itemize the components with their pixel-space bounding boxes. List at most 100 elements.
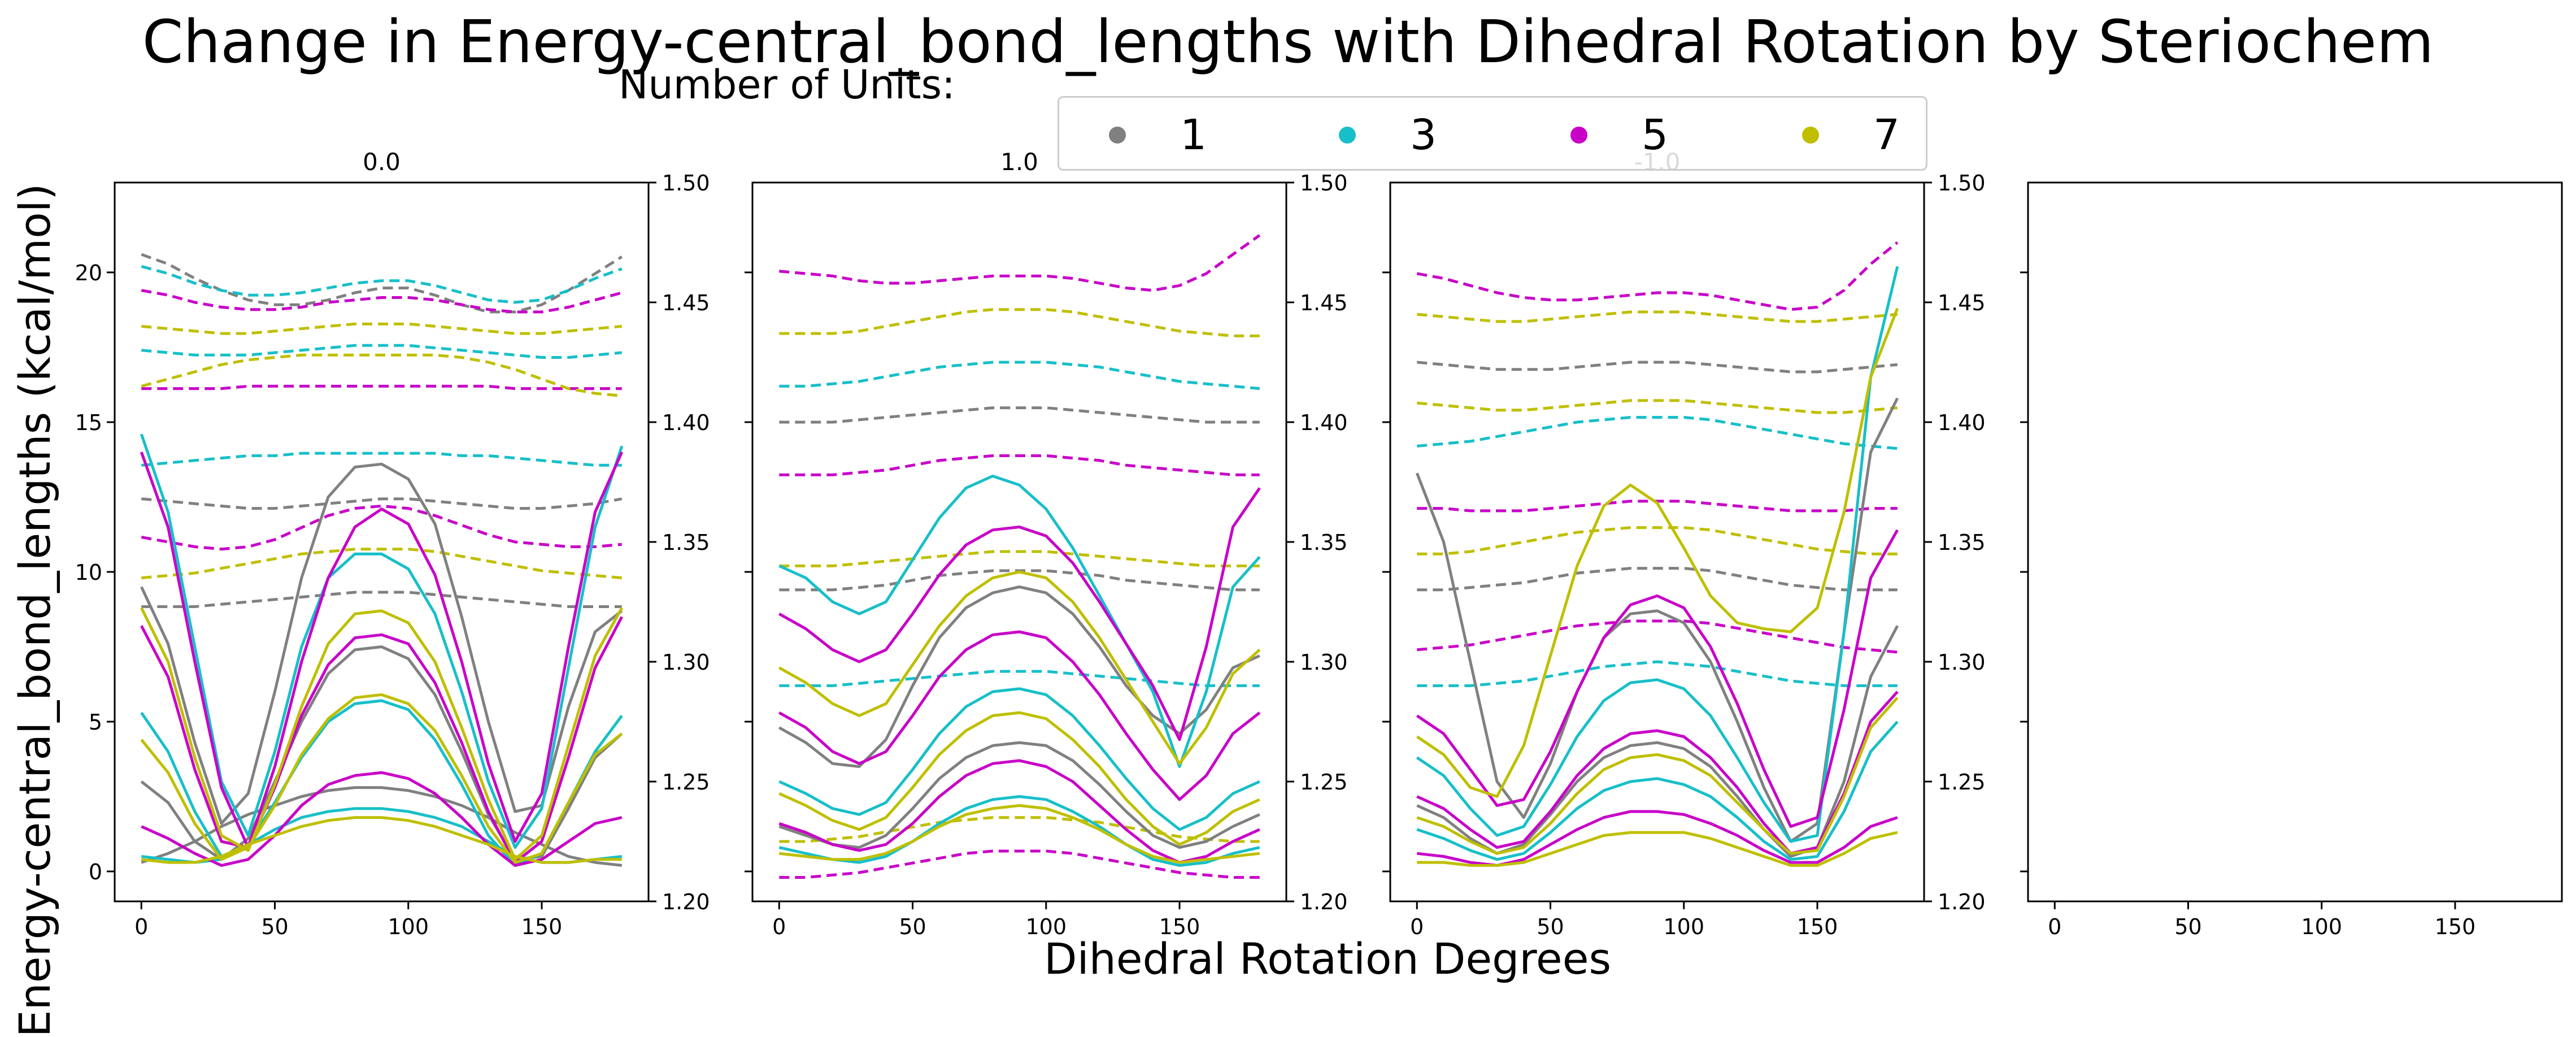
x-tick-label: 150 — [1159, 914, 1200, 939]
legend-marker-7 — [1802, 127, 1819, 144]
x-tick-label: 150 — [521, 914, 563, 939]
y-right-tick-label: 1.45 — [1938, 290, 1986, 315]
energy-line — [778, 487, 1261, 741]
legend-entry-5: 5 — [1570, 98, 1668, 172]
figure: Change in Energy-central_bond_lengths wi… — [10, 7, 2563, 1037]
bond-length-line — [1417, 310, 1898, 323]
panel-title: 0.0 — [363, 148, 401, 176]
energy-line — [140, 433, 624, 849]
legend: 1 3 5 7 — [1058, 96, 1927, 171]
x-tick-label: 100 — [1025, 914, 1067, 939]
x-tick-label: 150 — [2435, 914, 2476, 939]
x-tick-label: 100 — [388, 914, 429, 939]
energy-line — [778, 585, 1260, 768]
y-right-tick-label: 1.45 — [662, 290, 710, 315]
y-right-tick-label: 1.20 — [1938, 890, 1986, 914]
bond-length-line — [141, 253, 623, 314]
bond-length-line — [141, 384, 622, 390]
legend-marker-3 — [1339, 127, 1356, 144]
legend-marker-1 — [1109, 127, 1126, 144]
bond-length-line — [1417, 399, 1898, 414]
energy-line — [778, 570, 1261, 765]
bond-length-line — [141, 548, 623, 580]
energy-line — [778, 630, 1261, 801]
x-tick-label: 0 — [134, 914, 148, 939]
x-tick-label: 50 — [1537, 914, 1564, 939]
y-right-tick-label: 1.25 — [1300, 770, 1348, 795]
panel-frame — [2027, 181, 2563, 903]
y-right-tick-label: 1.35 — [1300, 530, 1348, 555]
y-right-tick-label: 1.40 — [662, 410, 710, 435]
legend-label-5: 5 — [1642, 111, 1669, 159]
y-left-tick-label: 15 — [75, 410, 102, 435]
y-left-tick-label: 10 — [75, 560, 102, 585]
x-tick-label: 150 — [1797, 914, 1838, 939]
energy-line — [778, 474, 1261, 768]
bond-length-line — [141, 264, 623, 304]
y-right-tick-label: 1.30 — [1300, 650, 1348, 675]
energy-line — [1416, 721, 1899, 861]
y-right-tick-label: 1.35 — [662, 530, 710, 555]
energy-line — [141, 771, 623, 867]
energy-line — [779, 804, 1260, 864]
legend-title: Number of Units: — [619, 62, 955, 108]
x-tick-label: 50 — [2174, 914, 2201, 939]
energy-line — [140, 451, 624, 849]
bond-length-line — [1417, 500, 1898, 513]
bond-length-line — [779, 361, 1260, 390]
bond-length-line — [1417, 619, 1898, 654]
panel-3: -1.00501001501.201.251.301.351.401.451.5… — [1382, 148, 1986, 939]
y-left-tick-label: 5 — [89, 710, 102, 735]
bond-length-line — [779, 406, 1260, 424]
bond-length-line — [141, 452, 622, 467]
y-right-tick-label: 1.40 — [1938, 410, 1986, 435]
bond-length-line — [1417, 416, 1898, 450]
x-tick-label: 100 — [2301, 914, 2342, 939]
x-tick-label: 0 — [2048, 914, 2061, 939]
y-right-tick-label: 1.25 — [662, 770, 710, 795]
y-right-tick-label: 1.30 — [1938, 650, 1986, 675]
energy-line — [1415, 397, 1899, 843]
energy-line — [1417, 831, 1898, 867]
energy-line — [1416, 529, 1899, 828]
panel-lines — [1415, 241, 1899, 867]
figure-title: Change in Energy-central_bond_lengths wi… — [142, 7, 2434, 76]
bond-length-line — [779, 550, 1260, 567]
energy-line — [141, 786, 623, 867]
energy-line — [1416, 307, 1899, 798]
bond-length-line — [779, 308, 1260, 337]
y-right-tick-label: 1.35 — [1938, 530, 1986, 555]
bond-length-line — [141, 497, 623, 510]
bond-length-line — [141, 289, 623, 314]
y-right-tick-label: 1.40 — [1300, 410, 1348, 435]
energy-line — [778, 711, 1260, 846]
panel-lines — [140, 253, 624, 867]
legend-entry-1: 1 — [1109, 98, 1207, 172]
energy-line — [778, 795, 1260, 867]
y-right-tick-label: 1.50 — [1938, 171, 1986, 196]
legend-marker-5 — [1570, 127, 1587, 144]
energy-line — [140, 607, 623, 861]
energy-line — [1416, 696, 1899, 855]
bond-length-line — [141, 344, 623, 359]
x-tick-label: 50 — [261, 914, 288, 939]
energy-line — [778, 741, 1260, 849]
energy-line — [140, 693, 623, 864]
energy-line — [140, 616, 624, 864]
panel-title: 1.0 — [1000, 148, 1038, 176]
plot-area: 0.0 0 50 100 150 0 5 10 15 20 1.20 1.25 1.30 1.35 1.40… — [75, 148, 2563, 939]
bond-length-line — [779, 849, 1260, 879]
bond-length-line — [779, 816, 1260, 843]
panel-4: 0 50 100 150 — [2020, 181, 2563, 939]
y-right-tick-label: 1.30 — [662, 650, 710, 675]
bond-length-line — [1417, 567, 1898, 592]
energy-line — [141, 816, 622, 864]
x-axis-label: Dihedral Rotation Degrees — [1043, 934, 1612, 984]
x-tick-label: 50 — [899, 914, 926, 939]
legend-entry-7: 7 — [1802, 98, 1900, 172]
bond-length-line — [1417, 526, 1898, 556]
y-right-tick-label: 1.25 — [1938, 770, 1986, 795]
legend-label-3: 3 — [1410, 111, 1437, 159]
bond-length-line — [1417, 361, 1898, 374]
energy-line — [1416, 266, 1899, 843]
